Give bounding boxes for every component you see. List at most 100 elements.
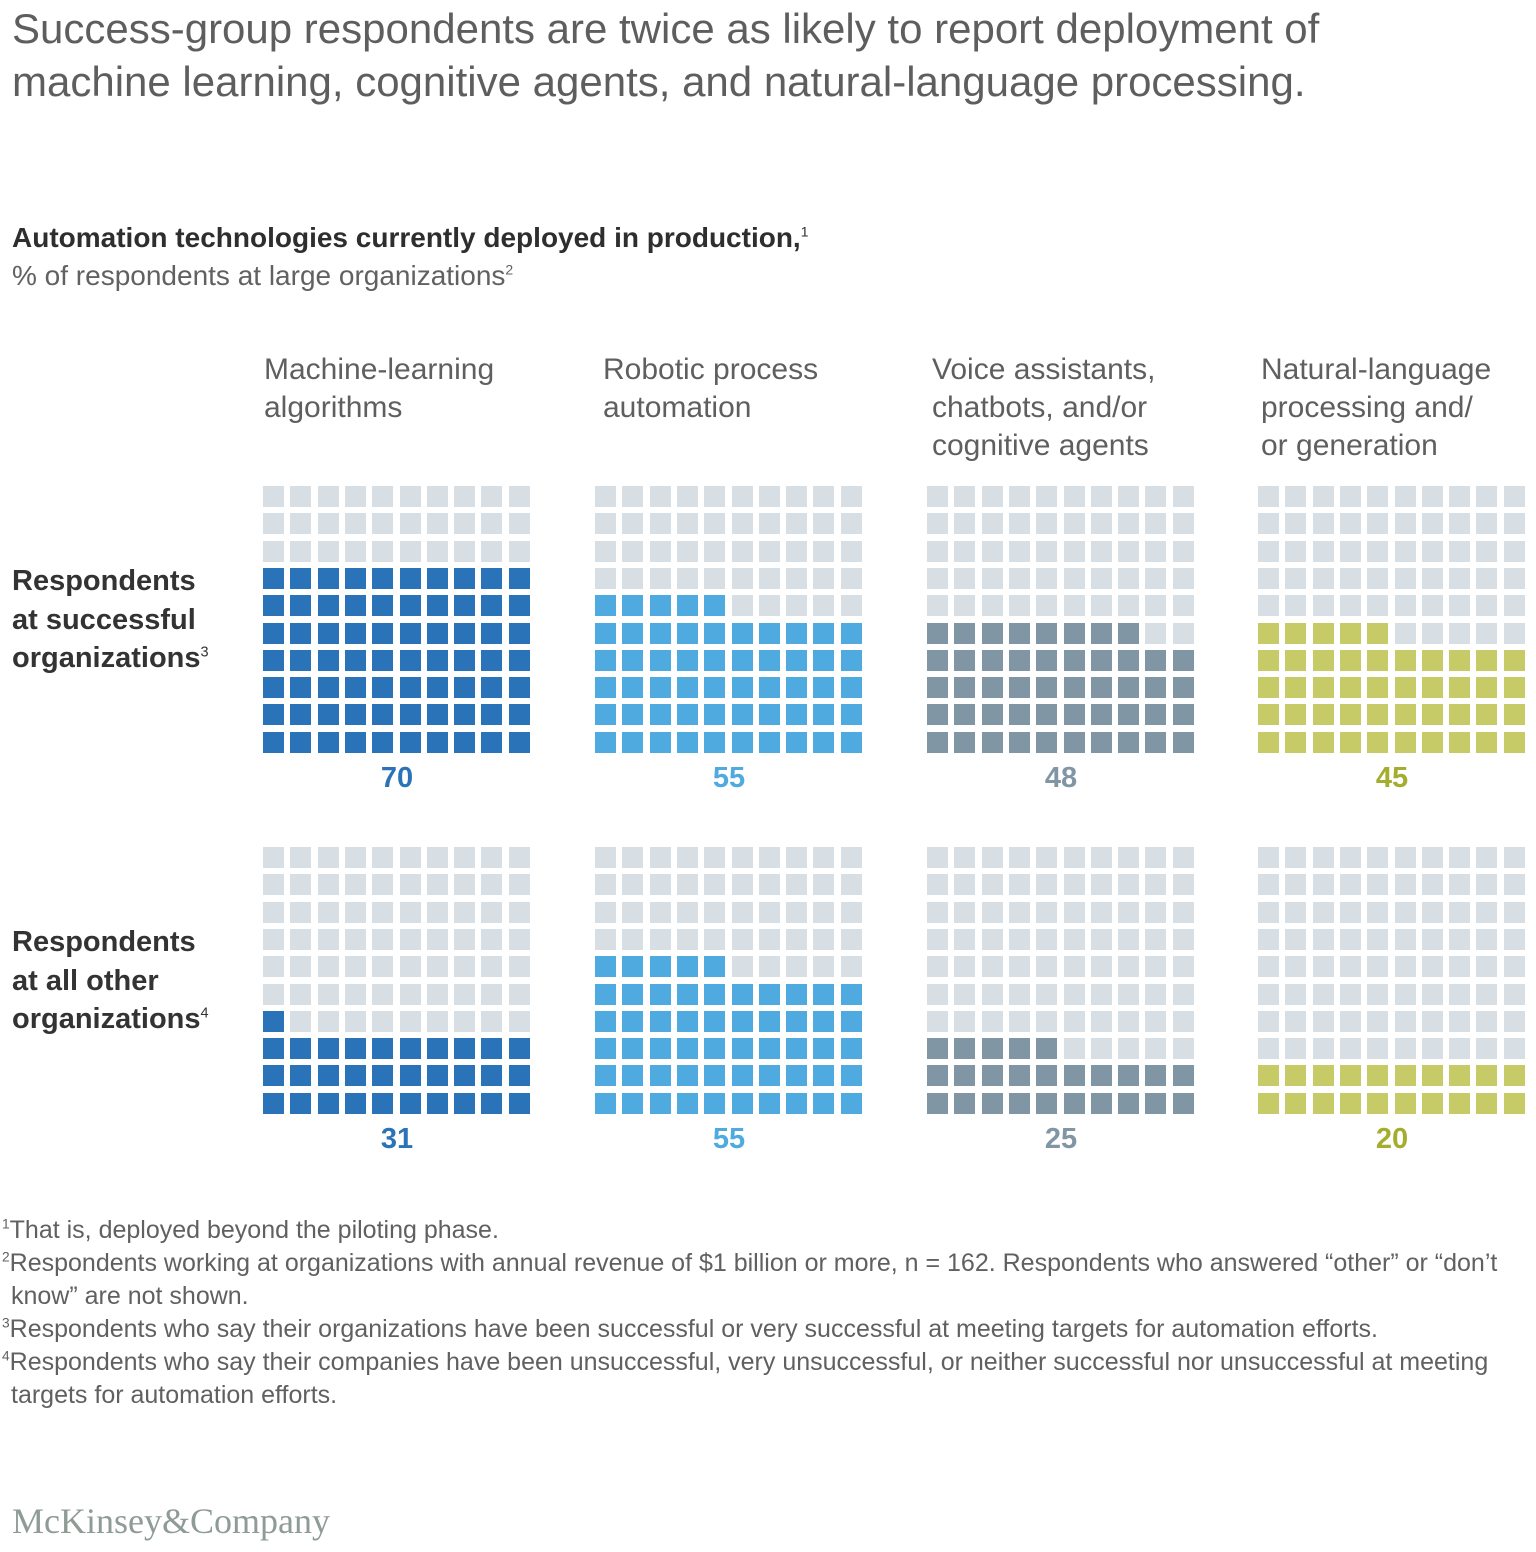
waffle-square-empty bbox=[454, 928, 476, 950]
waffle-square-filled bbox=[1145, 649, 1167, 671]
waffle-square-filled bbox=[1145, 1065, 1167, 1087]
waffle-square-empty bbox=[1394, 1010, 1416, 1032]
waffle-square-filled bbox=[344, 649, 366, 671]
value-label-other-voice-assistants: 25 bbox=[1044, 1123, 1078, 1155]
column-header-voice-assistants: Voice assistants, chatbots, and/or cogni… bbox=[932, 353, 1156, 462]
waffle-square-filled bbox=[840, 983, 862, 1005]
waffle-square-empty bbox=[508, 1010, 530, 1032]
waffle-square-empty bbox=[1172, 1038, 1194, 1060]
waffle-square-filled bbox=[263, 567, 284, 589]
waffle-other-machine-learning bbox=[263, 847, 531, 1114]
waffle-square-filled bbox=[426, 595, 448, 617]
waffle-square-empty bbox=[813, 540, 835, 562]
waffle-square-empty bbox=[1503, 874, 1525, 896]
waffle-square-empty bbox=[290, 486, 312, 507]
waffle-square-empty bbox=[786, 567, 808, 589]
waffle-square-empty bbox=[1476, 983, 1498, 1005]
waffle-square-filled bbox=[1339, 622, 1361, 644]
waffle-square-empty bbox=[426, 901, 448, 923]
waffle-square-filled bbox=[508, 1038, 530, 1060]
waffle-square-empty bbox=[1476, 928, 1498, 950]
waffle-square-filled bbox=[426, 731, 448, 753]
waffle-square-empty bbox=[704, 567, 726, 589]
waffle-square-empty bbox=[1063, 901, 1085, 923]
waffle-square-empty bbox=[649, 847, 671, 868]
waffle-square-empty bbox=[508, 847, 530, 868]
waffle-square-filled bbox=[649, 622, 671, 644]
waffle-square-filled bbox=[840, 1065, 862, 1087]
waffle-square-empty bbox=[508, 901, 530, 923]
waffle-square-empty bbox=[263, 540, 284, 562]
waffle-square-filled bbox=[927, 1065, 948, 1087]
waffle-square-filled bbox=[758, 704, 780, 726]
waffle-square-empty bbox=[508, 874, 530, 896]
waffle-square-filled bbox=[840, 649, 862, 671]
waffle-square-empty bbox=[1063, 567, 1085, 589]
waffle-square-empty bbox=[1036, 901, 1058, 923]
waffle-square-filled bbox=[1476, 1065, 1498, 1087]
waffle-square-empty bbox=[1312, 928, 1334, 950]
waffle-square-filled bbox=[981, 704, 1003, 726]
waffle-square-filled bbox=[290, 704, 312, 726]
waffle-square-empty bbox=[1036, 540, 1058, 562]
waffle-square-empty bbox=[1118, 486, 1140, 507]
waffle-square-filled bbox=[595, 595, 616, 617]
waffle-square-empty bbox=[1145, 901, 1167, 923]
waffle-square-filled bbox=[481, 622, 503, 644]
waffle-square-empty bbox=[840, 901, 862, 923]
waffle-square-empty bbox=[1258, 1010, 1279, 1032]
waffle-square-empty bbox=[1476, 513, 1498, 535]
waffle-square-empty bbox=[1285, 1038, 1307, 1060]
waffle-square-empty bbox=[1421, 622, 1443, 644]
waffle-square-empty bbox=[1503, 1038, 1525, 1060]
waffle-square-empty bbox=[1339, 567, 1361, 589]
waffle-square-empty bbox=[1145, 874, 1167, 896]
waffle-square-empty bbox=[595, 540, 616, 562]
waffle-square-empty bbox=[1008, 595, 1030, 617]
waffle-square-filled bbox=[1476, 1092, 1498, 1114]
footnote-3-number: 3 bbox=[2, 1315, 10, 1331]
waffle-square-filled bbox=[676, 1038, 698, 1060]
waffle-square-filled bbox=[786, 1065, 808, 1087]
waffle-square-empty bbox=[1449, 956, 1471, 978]
waffle-square-filled bbox=[1063, 677, 1085, 699]
waffle-square-empty bbox=[1339, 983, 1361, 1005]
waffle-square-filled bbox=[317, 704, 339, 726]
waffle-square-filled bbox=[1449, 1065, 1471, 1087]
waffle-square-filled bbox=[1421, 731, 1443, 753]
waffle-square-filled bbox=[1339, 704, 1361, 726]
waffle-square-filled bbox=[786, 704, 808, 726]
waffle-square-empty bbox=[981, 928, 1003, 950]
waffle-square-filled bbox=[595, 1065, 616, 1087]
waffle-square-empty bbox=[840, 595, 862, 617]
waffle-square-filled bbox=[704, 1065, 726, 1087]
waffle-square-filled bbox=[1476, 677, 1498, 699]
waffle-square-empty bbox=[954, 595, 976, 617]
waffle-square-empty bbox=[372, 874, 394, 896]
waffle-square-filled bbox=[290, 1065, 312, 1087]
waffle-square-empty bbox=[813, 928, 835, 950]
waffle-square-filled bbox=[622, 983, 644, 1005]
unit-label: % of respondents at large organizations2 bbox=[12, 258, 513, 294]
waffle-square-filled bbox=[1503, 677, 1525, 699]
waffle-square-filled bbox=[813, 1038, 835, 1060]
waffle-square-empty bbox=[1285, 874, 1307, 896]
waffle-square-empty bbox=[1503, 567, 1525, 589]
waffle-square-filled bbox=[1339, 677, 1361, 699]
waffle-square-filled bbox=[840, 622, 862, 644]
waffle-square-empty bbox=[1090, 540, 1112, 562]
waffle-square-empty bbox=[1339, 595, 1361, 617]
waffle-square-empty bbox=[1312, 874, 1334, 896]
waffle-square-empty bbox=[704, 901, 726, 923]
waffle-square-filled bbox=[927, 704, 948, 726]
waffle-square-empty bbox=[1036, 1010, 1058, 1032]
waffle-square-empty bbox=[1118, 1010, 1140, 1032]
waffle-square-empty bbox=[954, 486, 976, 507]
waffle-square-empty bbox=[372, 928, 394, 950]
waffle-square-filled bbox=[263, 1092, 284, 1114]
waffle-square-filled bbox=[263, 622, 284, 644]
waffle-square-empty bbox=[1312, 486, 1334, 507]
waffle-square-empty bbox=[1367, 486, 1389, 507]
waffle-square-empty bbox=[426, 540, 448, 562]
waffle-square-empty bbox=[676, 901, 698, 923]
